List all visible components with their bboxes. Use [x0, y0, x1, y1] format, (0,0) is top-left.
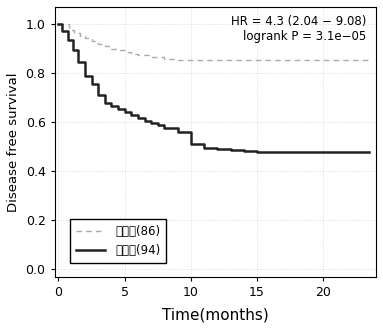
Y-axis label: Disease free survival: Disease free survival: [7, 72, 20, 212]
Text: HR = 4.3 (2.04 − 9.08)
logrank P = 3.1e−05: HR = 4.3 (2.04 − 9.08) logrank P = 3.1e−…: [231, 15, 367, 43]
Legend: 低危组(86), 高危组(94): 低危组(86), 高危组(94): [70, 219, 166, 263]
X-axis label: Time(months): Time(months): [162, 307, 268, 322]
